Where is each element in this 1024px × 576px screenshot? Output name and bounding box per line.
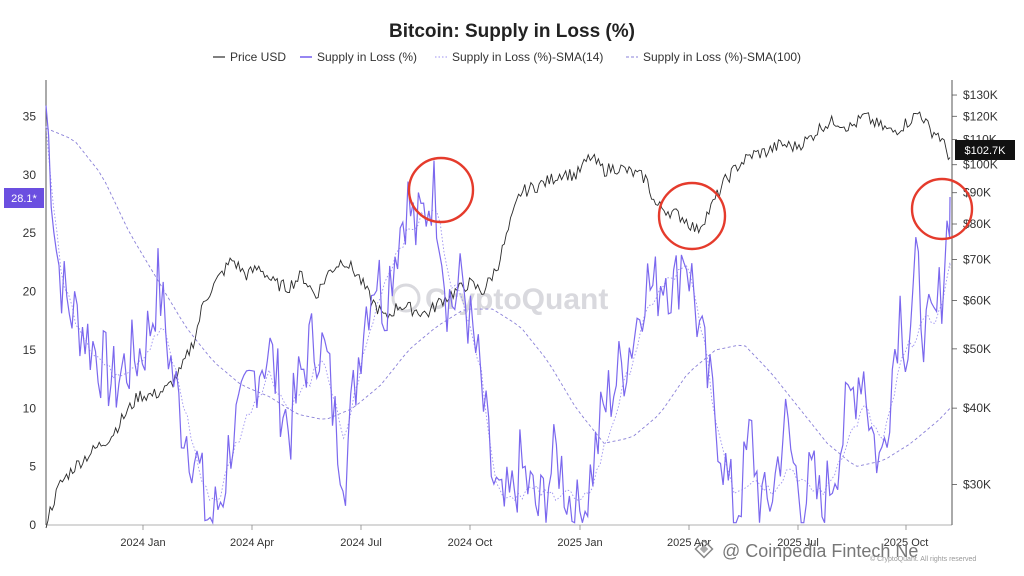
legend: Price USD Supply in Loss (%) Supply in L… bbox=[213, 50, 801, 64]
annotation-circle-3 bbox=[910, 177, 974, 241]
left-tick-label: 35 bbox=[23, 110, 37, 124]
x-tick-label: 2025 Apr bbox=[667, 537, 711, 549]
series-line-sma14 bbox=[45, 126, 951, 503]
right-tick-label: $70K bbox=[963, 252, 991, 266]
footer-text: @ Coinpedia Fintech Ne bbox=[722, 541, 918, 561]
annotation-circles bbox=[407, 156, 974, 251]
series-line-supply bbox=[45, 105, 951, 525]
legend-item-sma100[interactable]: Supply in Loss (%)-SMA(100) bbox=[626, 50, 801, 64]
left-tick-label: 30 bbox=[23, 168, 37, 182]
supply-badge-text: 28.1* bbox=[11, 193, 37, 205]
left-tick-label: 0 bbox=[29, 518, 36, 532]
right-tick-label: $100K bbox=[963, 158, 998, 172]
right-tick-label: $130K bbox=[963, 88, 998, 102]
annotation-circle-2 bbox=[657, 181, 727, 251]
left-tick-label: 25 bbox=[23, 226, 37, 240]
supply-badge-bg bbox=[4, 188, 44, 208]
price-badge-bg bbox=[955, 140, 1015, 160]
left-tick-label: 15 bbox=[23, 343, 37, 357]
legend-label-price: Price USD bbox=[230, 50, 286, 64]
legend-item-price[interactable]: Price USD bbox=[213, 50, 286, 64]
x-tick-label: 2025 Jan bbox=[557, 537, 602, 549]
legend-label-supply: Supply in Loss (%) bbox=[317, 50, 417, 64]
left-tick-label: 20 bbox=[23, 285, 37, 299]
legend-item-sma14[interactable]: Supply in Loss (%)-SMA(14) bbox=[435, 50, 603, 64]
left-tick-label: 5 bbox=[29, 460, 36, 474]
coinpedia-logo-icon bbox=[694, 539, 714, 559]
x-axis-ticks: 2024 Jan 2024 Apr 2024 Jul 2024 Oct 2025 Jan… bbox=[120, 525, 928, 549]
supply-value-badge: 28.1* bbox=[4, 188, 44, 208]
series-line-sma100 bbox=[45, 127, 951, 467]
right-tick-label: $50K bbox=[963, 342, 991, 356]
x-tick-label: 2024 Jul bbox=[340, 537, 382, 549]
right-tick-label: $40K bbox=[963, 401, 991, 415]
legend-label-sma14: Supply in Loss (%)-SMA(14) bbox=[452, 50, 603, 64]
right-tick-label: $120K bbox=[963, 109, 998, 123]
legend-item-supply[interactable]: Supply in Loss (%) bbox=[300, 50, 417, 64]
price-badge-text: $102.7K bbox=[965, 145, 1007, 157]
x-tick-label: 2025 Jul bbox=[777, 537, 819, 549]
right-tick-label: $60K bbox=[963, 293, 991, 307]
right-axis-ticks: $30K$40K$50K$60K$70K$80K$90K$100K$110K$1… bbox=[952, 88, 998, 492]
footer: @ Coinpedia Fintech Ne bbox=[694, 539, 918, 561]
left-tick-label: 10 bbox=[23, 401, 37, 415]
chart-title: Bitcoin: Supply in Loss (%) bbox=[389, 21, 635, 42]
watermark-logo-icon bbox=[391, 283, 421, 313]
series-line-price bbox=[45, 111, 951, 529]
left-axis-ticks: 0 5 10 15 20 25 30 35 bbox=[23, 110, 37, 532]
price-value-badge: $102.7K bbox=[955, 140, 1015, 160]
right-tick-label: $30K bbox=[963, 478, 991, 492]
legend-label-sma100: Supply in Loss (%)-SMA(100) bbox=[643, 50, 801, 64]
copyright-text: © CryptoQuant. All rights reserved bbox=[870, 555, 976, 563]
x-tick-label: 2024 Oct bbox=[448, 537, 493, 549]
annotation-circle-1 bbox=[407, 156, 475, 224]
x-tick-label: 2024 Apr bbox=[230, 537, 274, 549]
x-tick-label: 2024 Jan bbox=[120, 537, 165, 549]
x-tick-label: 2025 Oct bbox=[884, 537, 929, 549]
watermark: CryptoQuant bbox=[391, 283, 608, 316]
